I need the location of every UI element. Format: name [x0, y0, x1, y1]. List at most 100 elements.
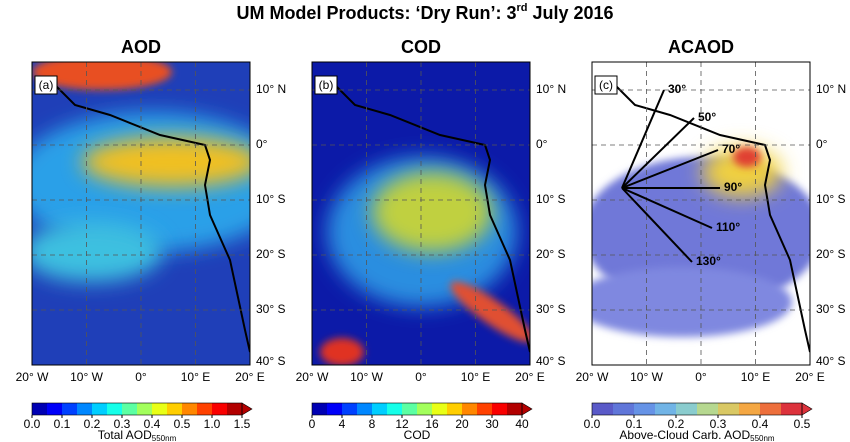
colorbar-cell [718, 403, 740, 415]
colorbar-cell [227, 403, 243, 415]
colorbar-tick-label: 0.2 [668, 417, 685, 431]
title-main: UM Model Products: ‘Dry Run’: 3 [236, 3, 516, 23]
panel-title: AOD [121, 37, 161, 57]
cloud [450, 281, 530, 343]
colorbar-cell [676, 403, 698, 415]
map-frame [591, 61, 811, 366]
colorbar-label: Above-Cloud Carb. AOD550nm [619, 428, 775, 442]
colorbar-tick-label: 0.4 [144, 417, 161, 431]
colorbar-cell [387, 403, 403, 415]
colorbar-tick-label: 1.0 [204, 417, 221, 431]
colorbar-cell [212, 403, 228, 415]
lat-label: 40° S [816, 354, 845, 368]
colorbar-label-text: COD [404, 428, 431, 442]
map-layer [592, 62, 810, 365]
colorbar-tick-label: 16 [425, 417, 439, 431]
figure-title: UM Model Products: ‘Dry Run’: 3rd July 2… [236, 2, 613, 23]
map-frame [311, 61, 531, 366]
colorbar-cell [507, 403, 523, 415]
lat-label: 0° [256, 137, 268, 151]
colorbar-arrow [801, 402, 813, 416]
colorbar-tick-label: 0.5 [174, 417, 191, 431]
colorbar-label-text: Total AOD [98, 428, 152, 442]
lon-label: 10° W [350, 370, 383, 384]
plume [32, 62, 172, 90]
lat-label: 30° S [256, 302, 285, 316]
colorbar-tick-label: 0.2 [84, 417, 101, 431]
aerosol-area [702, 147, 782, 197]
lon-label: 0° [695, 370, 707, 384]
lat-label: 10° S [816, 192, 845, 206]
lon-label: 10° E [461, 370, 490, 384]
map-panel: ACAOD (c) 10° N 0° 10° S 20° S 30° S 40° S 20° W… [576, 37, 847, 442]
lon-label: 20° E [795, 370, 824, 384]
colorbar-tick-label: 1.5 [234, 417, 251, 431]
lon-label: 10° E [181, 370, 210, 384]
colorbar-tick-label: 0.1 [626, 417, 643, 431]
colorbar-cell [432, 403, 448, 415]
colorbar-cell [122, 403, 138, 415]
panel-title: ACAOD [668, 37, 734, 57]
panel-label: (a) [39, 78, 54, 92]
colorbar-tick-label: 4 [339, 417, 346, 431]
lat-label: 10° S [256, 192, 285, 206]
lon-label: 20° E [515, 370, 544, 384]
colorbar-label-sub: 550nm [152, 434, 177, 442]
angle-label: 110° [716, 220, 740, 234]
aerosol-area [592, 267, 792, 337]
colorbar-cell [372, 403, 388, 415]
lat-label: 20° S [256, 247, 285, 261]
map-layer [312, 62, 530, 365]
lat-label: 10° N [816, 82, 846, 96]
lon-label: 0° [415, 370, 427, 384]
coastline [329, 79, 530, 353]
title-tail: July 2016 [527, 3, 613, 23]
angle-ray [621, 89, 665, 189]
lat-label: 20° S [816, 247, 845, 261]
angle-label: 70° [722, 142, 740, 156]
lat-label: 10° N [536, 82, 566, 96]
colorbar-cell [739, 403, 761, 415]
colorbar-cell [312, 403, 328, 415]
plume [82, 137, 250, 187]
colorbar-cell [152, 403, 168, 415]
angle-ray [621, 187, 713, 229]
panel-label: (c) [599, 78, 613, 92]
coastline [609, 79, 810, 353]
colorbar-cell [47, 403, 63, 415]
colorbar-label: Total AOD550nm [98, 428, 177, 442]
colorbar-label-text: Above-Cloud Carb. AOD [619, 428, 750, 442]
colorbar-cell [92, 403, 108, 415]
colorbar-cell [137, 403, 153, 415]
colorbar-arrow [521, 402, 533, 416]
angle-label: 130° [696, 254, 721, 268]
colorbar-frame [591, 402, 803, 416]
colorbar-label-sub: 550nm [750, 434, 775, 442]
colorbar-cell [592, 403, 614, 415]
lon-label: 20° W [576, 370, 609, 384]
plume [32, 222, 162, 282]
colorbar-tick-label: 0.0 [584, 417, 601, 431]
colorbar-tick-label: 12 [395, 417, 409, 431]
colorbar-cell [327, 403, 343, 415]
colorbar-tick-label: 0.3 [710, 417, 727, 431]
colorbar-cell [697, 403, 719, 415]
colorbar-cell [32, 403, 48, 415]
angle-label: 50° [698, 110, 716, 124]
colorbar-cell [402, 403, 418, 415]
panel-title: COD [401, 37, 441, 57]
colorbar-tick-label: 30 [485, 417, 499, 431]
colorbar-frame [31, 402, 243, 416]
aerosol-area [733, 147, 761, 167]
colorbar-cell [417, 403, 433, 415]
colorbar-cell [197, 403, 213, 415]
colorbar-arrow [241, 402, 253, 416]
colorbar-cell [342, 403, 358, 415]
lat-label: 0° [536, 137, 548, 151]
colorbar-tick-label: 0.1 [54, 417, 71, 431]
colorbar-cell [760, 403, 782, 415]
colorbar-cell [655, 403, 677, 415]
colorbar-tick-label: 40 [515, 417, 529, 431]
lon-label: 10° E [741, 370, 770, 384]
angle-label: 30° [668, 82, 686, 96]
